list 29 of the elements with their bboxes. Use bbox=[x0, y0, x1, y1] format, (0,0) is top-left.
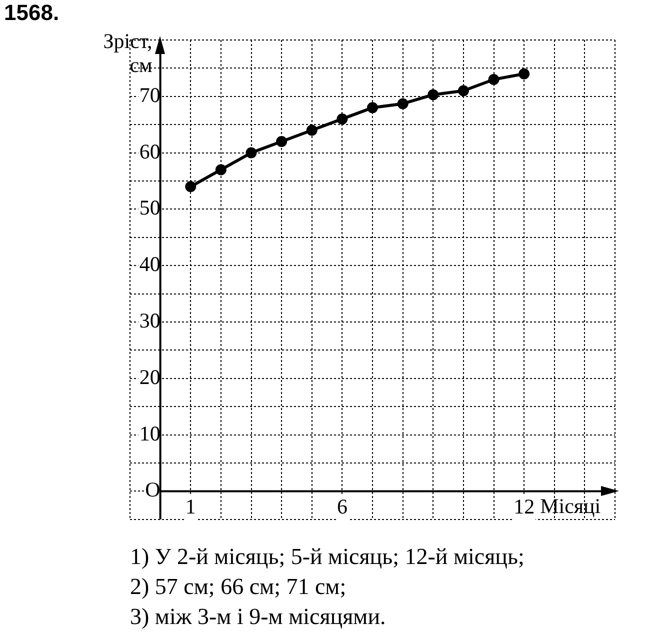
point bbox=[518, 68, 530, 80]
y-tick-label: 10 bbox=[139, 421, 160, 446]
point bbox=[336, 113, 348, 124]
text: 2) 57 см; 66 см; 71 см; bbox=[130, 573, 348, 601]
point bbox=[428, 89, 439, 100]
x-axis-title: Місяці bbox=[540, 494, 601, 518]
y-tick-label: 50 bbox=[139, 196, 160, 220]
point bbox=[306, 124, 318, 136]
x-tick-label: 12 bbox=[514, 494, 535, 518]
y-tick-label: O bbox=[145, 478, 160, 502]
y-tick-label: 60 bbox=[139, 139, 160, 164]
text: 1) У 2-й місяць; 5-й місяць; 12-й місяць; bbox=[130, 543, 526, 571]
point bbox=[246, 147, 257, 158]
y-axis-title: Зріст, см bbox=[103, 29, 152, 78]
chart-title: 1568. bbox=[4, 0, 60, 26]
y-tick-label: 20 bbox=[139, 364, 160, 389]
x-tick-label: 1 bbox=[185, 494, 196, 518]
point bbox=[458, 85, 469, 96]
point bbox=[276, 136, 288, 148]
y-tick-label: 70 bbox=[139, 82, 160, 107]
point bbox=[488, 74, 500, 85]
text: 3) між 3-м і 9-м місяцями. bbox=[130, 603, 387, 631]
point bbox=[215, 164, 226, 176]
y-tick-label: 40 bbox=[139, 252, 160, 276]
point bbox=[367, 102, 378, 114]
x-tick-label: 6 bbox=[336, 494, 348, 518]
point bbox=[185, 181, 196, 192]
y-tick-label: 30 bbox=[139, 308, 160, 333]
point bbox=[397, 98, 408, 110]
